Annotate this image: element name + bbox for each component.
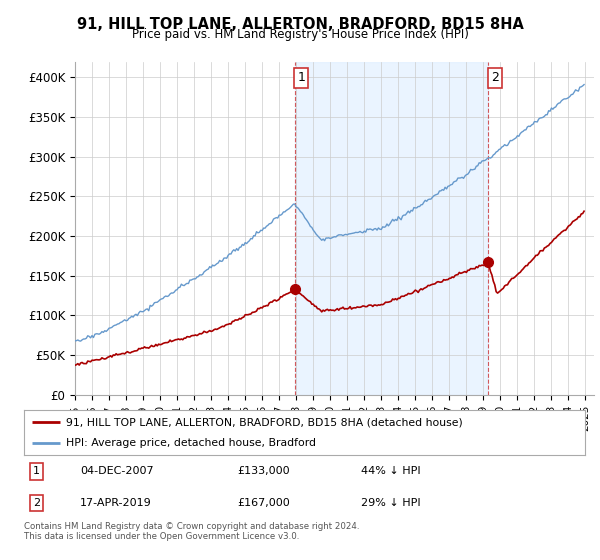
Text: 29% ↓ HPI: 29% ↓ HPI	[361, 498, 420, 508]
Text: 91, HILL TOP LANE, ALLERTON, BRADFORD, BD15 8HA (detached house): 91, HILL TOP LANE, ALLERTON, BRADFORD, B…	[66, 417, 463, 427]
Text: 1: 1	[298, 72, 305, 85]
Text: 2: 2	[491, 72, 499, 85]
Bar	[295, 62, 488, 395]
Text: Price paid vs. HM Land Registry's House Price Index (HPI): Price paid vs. HM Land Registry's House …	[131, 28, 469, 41]
Text: HPI: Average price, detached house, Bradford: HPI: Average price, detached house, Brad…	[66, 438, 316, 448]
Text: Contains HM Land Registry data © Crown copyright and database right 2024.
This d: Contains HM Land Registry data © Crown c…	[24, 522, 359, 542]
Text: 17-APR-2019: 17-APR-2019	[80, 498, 152, 508]
Text: 44% ↓ HPI: 44% ↓ HPI	[361, 466, 420, 477]
Text: £133,000: £133,000	[237, 466, 290, 477]
Text: 91, HILL TOP LANE, ALLERTON, BRADFORD, BD15 8HA: 91, HILL TOP LANE, ALLERTON, BRADFORD, B…	[77, 17, 523, 32]
Text: 1: 1	[33, 466, 40, 477]
Text: £167,000: £167,000	[237, 498, 290, 508]
Text: 04-DEC-2007: 04-DEC-2007	[80, 466, 154, 477]
Text: 2: 2	[33, 498, 40, 508]
